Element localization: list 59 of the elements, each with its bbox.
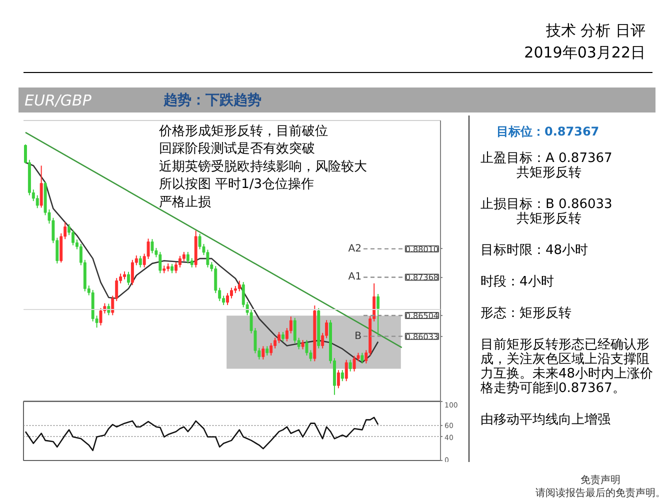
candlestick bbox=[262, 346, 265, 360]
candlestick bbox=[376, 293, 380, 336]
candlestick bbox=[270, 342, 273, 356]
text: 目前矩形反转形态已经确认形成，关注灰色区域上沿支撑阻力互换。未来48小时内上涨价格走势可能到0.87367。 bbox=[480, 338, 654, 396]
text: 止损目标：B 0.86033 共矩形反转 bbox=[480, 197, 612, 226]
text: 目标时限：48小时 bbox=[480, 243, 588, 258]
candlestick bbox=[186, 251, 190, 264]
text: 技术 分析 日评 bbox=[544, 22, 646, 40]
text: 目标位：0.87367 bbox=[496, 124, 600, 138]
annotation: 回踩阶段测试是否有效突破 bbox=[159, 142, 316, 157]
candlestick bbox=[138, 255, 142, 268]
candlestick bbox=[278, 332, 280, 344]
text: 止盈目标：A 0.87367 共矩形反转 bbox=[480, 151, 612, 180]
ref-line-label: B bbox=[354, 330, 362, 342]
candlestick bbox=[352, 355, 356, 372]
candlestick bbox=[360, 352, 364, 364]
text: 请阅读报告最后的免责声明。 bbox=[536, 487, 666, 499]
candlestick bbox=[72, 229, 74, 246]
text: 免责声明 bbox=[580, 474, 620, 486]
candlestick bbox=[36, 194, 39, 209]
y-tick-label: 0.88010 bbox=[405, 244, 439, 254]
candlestick bbox=[40, 165, 43, 208]
candlestick bbox=[282, 332, 284, 342]
chart-subtitle: 趋势：下跌趋势 bbox=[162, 92, 262, 108]
candlestick bbox=[170, 263, 174, 274]
annotation: 所以按图 平时1/3仓位操作 bbox=[159, 177, 314, 192]
candlestick bbox=[274, 337, 277, 349]
candlestick bbox=[158, 251, 162, 274]
text: 由移动平均线向上增强 bbox=[480, 412, 610, 428]
y-tick-label: 0.87368 bbox=[405, 273, 439, 282]
candlestick bbox=[238, 280, 241, 292]
y-tick-label: 0.86033 bbox=[405, 332, 439, 342]
ref-line-label: A2 bbox=[348, 243, 362, 254]
annotation: 近期英镑受脱欧持续影响，风险较大 bbox=[159, 159, 368, 174]
candlestick bbox=[99, 308, 102, 326]
annotation: 严格止损 bbox=[159, 194, 212, 210]
text: 2019年03月22日 bbox=[524, 44, 646, 62]
candlestick bbox=[336, 370, 340, 389]
candlestick bbox=[293, 317, 296, 344]
candlestick bbox=[348, 359, 352, 372]
ref-line-label: A1 bbox=[348, 272, 362, 283]
candlestick bbox=[182, 251, 186, 262]
candlestick bbox=[127, 271, 130, 286]
annotation: 价格形成矩形反转，目前破位 bbox=[158, 124, 328, 139]
chart-title: EUR/GBP bbox=[24, 92, 92, 110]
candlestick bbox=[174, 262, 178, 274]
text: 形态：矩形反转 bbox=[480, 306, 572, 321]
candlestick bbox=[130, 259, 134, 286]
candlestick bbox=[226, 292, 229, 306]
text: 时段：4小时 bbox=[480, 274, 554, 290]
candlestick bbox=[178, 255, 182, 268]
candlestick bbox=[190, 258, 194, 268]
candlestick bbox=[344, 359, 348, 382]
candlestick bbox=[340, 370, 344, 382]
candlestick bbox=[150, 238, 154, 254]
candlestick bbox=[266, 346, 269, 356]
candlestick bbox=[230, 287, 233, 299]
candlestick bbox=[206, 249, 210, 268]
candlestick bbox=[301, 339, 304, 350]
